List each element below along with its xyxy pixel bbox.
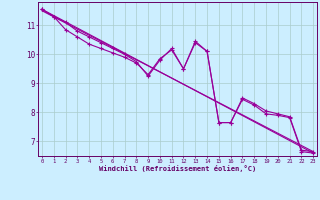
X-axis label: Windchill (Refroidissement éolien,°C): Windchill (Refroidissement éolien,°C): [99, 165, 256, 172]
